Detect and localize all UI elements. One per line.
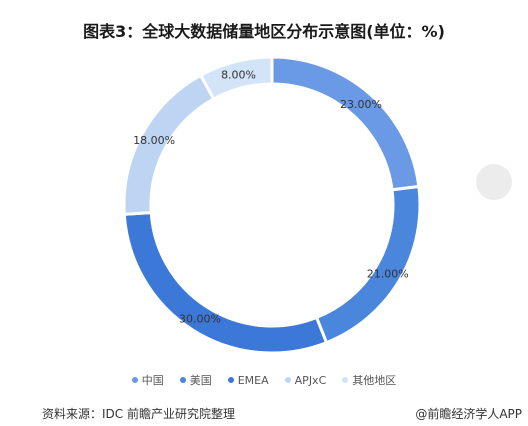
legend-swatch-icon — [179, 377, 186, 383]
donut-slice-1 — [314, 184, 422, 345]
chart-legend: 中国 美国 EMEA APJxC 其他地区 — [0, 372, 528, 388]
source-note: 资料来源：IDC 前瞻产业研究院整理 — [42, 407, 235, 421]
legend-label: EMEA — [237, 373, 269, 387]
chart-title: 图表3：全球大数据储量地区分布示意图(单位：%) — [83, 22, 445, 41]
slice-label-0: 23.00% — [340, 98, 382, 111]
legend-label: 其他地区 — [352, 374, 397, 387]
slice-label-1: 21.00% — [367, 267, 409, 280]
legend-item-3: APJxC — [284, 372, 327, 388]
slice-label-2: 30.00% — [179, 313, 221, 326]
legend-label: 美国 — [189, 374, 212, 387]
donut-slice-2 — [122, 211, 329, 355]
legend-item-2: EMEA — [227, 372, 269, 388]
legend-item-1: 美国 — [179, 372, 212, 388]
donut-slice-0 — [270, 55, 421, 192]
footer-credit: @前瞻经济学人APP — [415, 407, 522, 421]
legend-swatch-icon — [342, 377, 349, 383]
legend-item-4: 其他地区 — [342, 372, 396, 388]
slice-label-4: 8.00% — [221, 69, 256, 82]
legend-label: APJxC — [294, 373, 327, 387]
donut-slice-4 — [198, 55, 274, 102]
legend-label: 中国 — [141, 374, 164, 387]
slice-label-3: 18.00% — [133, 134, 175, 147]
legend-swatch-icon — [284, 377, 291, 383]
legend-swatch-icon — [227, 377, 234, 383]
legend-swatch-icon — [131, 377, 138, 383]
legend-item-0: 中国 — [131, 372, 164, 388]
watermark-logo-icon — [476, 164, 512, 200]
